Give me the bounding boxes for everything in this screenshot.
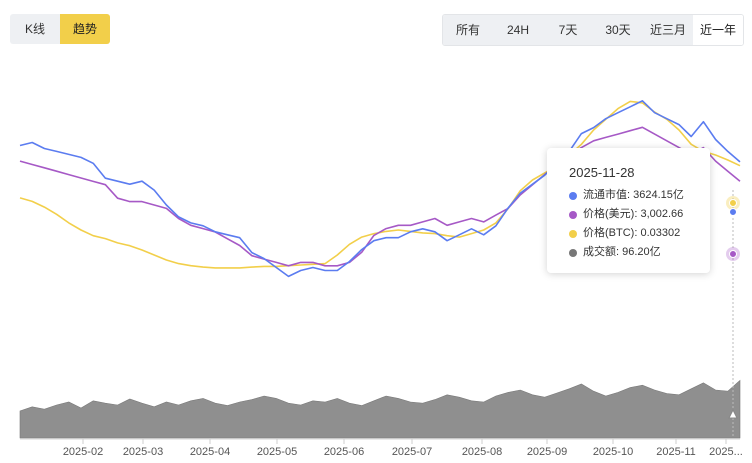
price-usd-marker-core [729, 250, 737, 258]
time-range-tabs: 所有 24H 7天 30天 近三月 近一年 [442, 14, 744, 46]
x-tick-label: 2025-06 [324, 446, 364, 458]
tooltip-value: 96.20亿 [622, 246, 661, 258]
x-tick-label: 2025-02 [63, 446, 103, 458]
x-tick-label: 2025-11 [656, 446, 696, 458]
hover-markers [726, 190, 740, 438]
series-dot [569, 210, 577, 219]
tab-3m[interactable]: 近三月 [643, 15, 693, 45]
tooltip-value: 3,002.66 [640, 208, 684, 220]
x-tick-label: 2025-09 [527, 446, 567, 458]
volume-marker [728, 408, 738, 419]
x-tick-label: 2025... [709, 446, 743, 458]
x-tick-label: 2025-10 [593, 446, 633, 458]
x-tick-label: 2025-08 [462, 446, 502, 458]
x-tick-label: 2025-05 [257, 446, 297, 458]
tooltip-label: 成交额: [583, 246, 620, 258]
x-axis: 2025-02 2025-03 2025-04 2025-05 2025-06 2025-… [20, 438, 743, 458]
tooltip-value: 0.03302 [640, 227, 681, 239]
tooltip-date: 2025-11-28 [569, 165, 635, 180]
chart-tooltip: 2025-11-28 流通市值: 3624.15亿 价格(美元): 3,002.… [547, 148, 710, 273]
volume-series [19, 379, 741, 439]
x-tick-label: 2025-07 [392, 446, 432, 458]
tooltip-row-price-btc: 价格(BTC): 0.03302 [569, 224, 710, 243]
tab-24h[interactable]: 24H [493, 15, 543, 45]
tooltip-label: 价格(BTC): [583, 227, 638, 239]
x-tick-label: 2025-04 [190, 446, 230, 458]
series-dot [569, 191, 577, 200]
volume-area [19, 379, 741, 439]
tooltip-row-price-usd: 价格(美元): 3,002.66 [569, 205, 710, 224]
tab-7d[interactable]: 7天 [543, 15, 593, 45]
tab-30d[interactable]: 30天 [593, 15, 643, 45]
chart-mode-tabs: K线 趋势 [10, 14, 110, 44]
tooltip-label: 价格(美元): [583, 208, 638, 220]
market-cap-marker [729, 208, 737, 216]
price-lines [19, 100, 741, 278]
tooltip-row-market-cap: 流通市值: 3624.15亿 [569, 186, 710, 205]
tooltip-value: 3624.15亿 [633, 189, 684, 201]
tab-all[interactable]: 所有 [443, 15, 493, 45]
x-tick-label: 2025-03 [123, 446, 163, 458]
series-dot [569, 248, 577, 257]
market-cap-line [19, 100, 741, 278]
tab-1y[interactable]: 近一年 [693, 15, 743, 45]
tooltip-label: 流通市值: [583, 189, 631, 201]
series-dot [569, 229, 577, 238]
tooltip-row-volume: 成交额: 96.20亿 [569, 243, 710, 262]
btc-price-marker-core [729, 199, 737, 207]
price-usd-line [19, 126, 741, 267]
tab-kline[interactable]: K线 [10, 14, 60, 44]
tab-trend[interactable]: 趋势 [60, 14, 110, 44]
